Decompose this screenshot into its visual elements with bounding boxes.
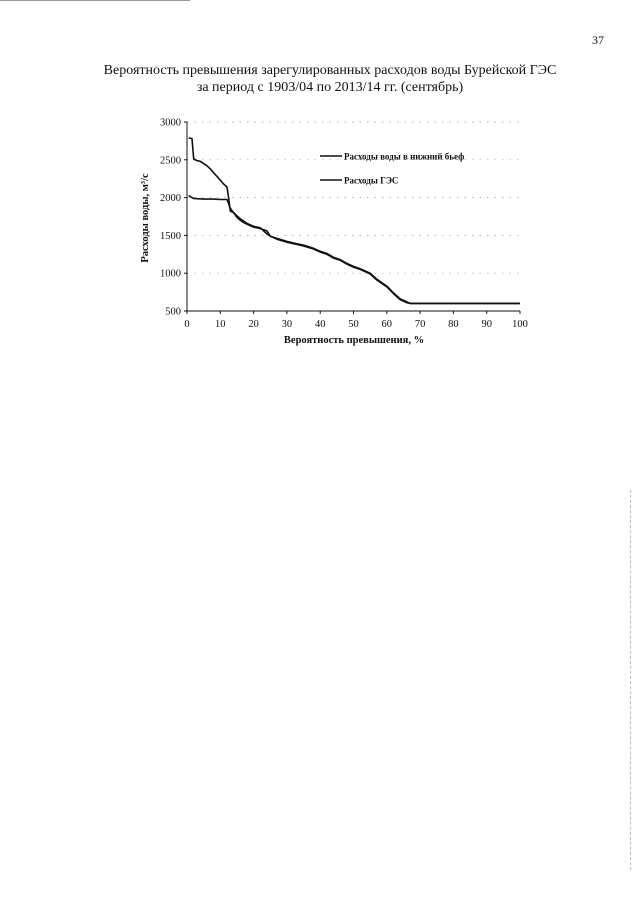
legend-label-1: Расходы воды в нижний бьеф [344, 152, 464, 162]
y-tick-labels: 500 1000 1500 2000 2500 3000 [160, 118, 181, 318]
chart-title: Вероятность превышения зарегулированных … [95, 62, 565, 96]
exceedance-chart: 500 1000 1500 2000 2500 3000 0 10 20 30 40 50 60 70 8… [140, 118, 528, 347]
x-tick-label-0: 0 [184, 319, 189, 330]
x-tick-label-100: 100 [512, 319, 528, 330]
chart-series [188, 137, 520, 305]
y-axis-label: Расходы воды, м³/с [140, 173, 151, 263]
x-axis-label: Вероятность превышения, % [284, 335, 424, 346]
chart-grid [187, 121, 520, 274]
x-tick-label-80: 80 [448, 319, 459, 330]
x-tick-label-20: 20 [248, 319, 259, 330]
y-tick-label-2500: 2500 [160, 155, 181, 166]
x-tick-label-90: 90 [481, 319, 492, 330]
y-tick-label-500: 500 [165, 307, 181, 318]
legend-label-2: Расходы ГЭС [344, 176, 398, 186]
chart-axes [184, 121, 521, 314]
page-number: 37 [592, 33, 604, 47]
chart-title-line-1: Вероятность превышения зарегулированных … [103, 63, 557, 78]
y-tick-label-3000: 3000 [160, 118, 181, 129]
x-tick-label-40: 40 [315, 319, 326, 330]
x-tick-label-30: 30 [282, 319, 293, 330]
series-line-1 [188, 137, 520, 305]
series-line-2 [188, 194, 520, 305]
y-tick-label-1000: 1000 [160, 269, 181, 280]
y-tick-label-2000: 2000 [160, 193, 181, 204]
chart-title-line-2: за период с 1903/04 по 2013/14 гг. (сент… [196, 80, 464, 95]
x-tick-label-60: 60 [382, 319, 393, 330]
scan-top-rule [0, 0, 190, 1]
x-tick-label-10: 10 [215, 319, 226, 330]
x-tick-label-50: 50 [348, 319, 359, 330]
y-tick-label-1500: 1500 [160, 231, 181, 242]
x-tick-labels: 0 10 20 30 40 50 60 70 80 90 100 [184, 319, 528, 330]
chart-legend: Расходы воды в нижний бьеф Расходы ГЭС [320, 152, 464, 186]
scan-right-edge [630, 490, 632, 870]
x-tick-label-70: 70 [415, 319, 426, 330]
